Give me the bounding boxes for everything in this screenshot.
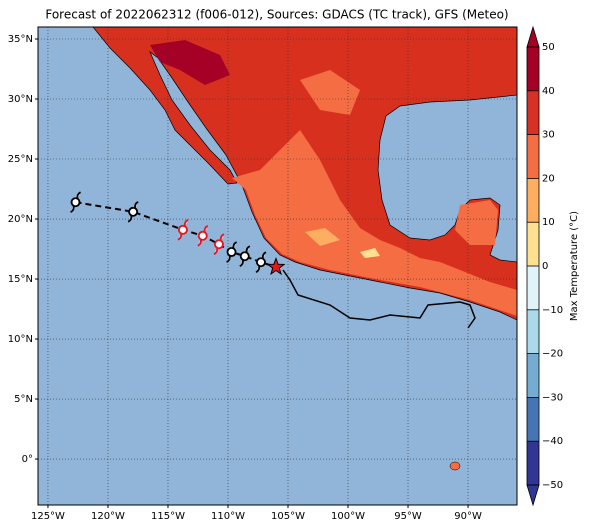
- lon-tick-label: 95°W: [394, 511, 422, 522]
- colorbar: −50 −40 −30 −20 −10 0 10 20 30 40 50: [526, 25, 563, 507]
- colorbar-segment: [527, 178, 539, 223]
- land-mild: [305, 228, 340, 246]
- island: [449, 461, 461, 471]
- colorbar-segment: [527, 134, 539, 179]
- lon-tick-label: 120°W: [91, 511, 125, 522]
- colorbar-tick-label: −30: [542, 392, 563, 403]
- land-hot: [150, 40, 230, 85]
- colorbar-tick-label: 30: [542, 130, 555, 141]
- lat-tick-label: 25°N: [8, 154, 33, 165]
- storm-symbol: [197, 225, 209, 247]
- lat-tick-label: 20°N: [8, 214, 33, 225]
- lon-tick-label: 100°W: [331, 511, 365, 522]
- storm-symbol: [213, 233, 225, 256]
- land-warm: [455, 200, 498, 245]
- land-warm: [232, 130, 517, 316]
- land-warm: [300, 70, 360, 115]
- colorbar-segment: [527, 309, 539, 354]
- graticule: [38, 27, 517, 505]
- current-position: [266, 257, 286, 276]
- lon-tick-label: 115°W: [151, 511, 185, 522]
- lon-tick-label: 125°W: [31, 511, 65, 522]
- colorbar-tick-label: 10: [542, 217, 555, 228]
- colorbar-segment: [527, 90, 539, 135]
- map-frame: [37, 26, 518, 506]
- coast-line: [282, 269, 476, 329]
- lat-tick-label: 5°N: [14, 394, 33, 405]
- storm-symbol: [226, 241, 238, 263]
- storm-track: [70, 191, 286, 276]
- lat-tick-label: 15°N: [8, 274, 33, 285]
- colorbar-label: Max Temperature (°C): [569, 211, 580, 321]
- lat-tick-label: 10°N: [8, 334, 33, 345]
- storm-symbol: [177, 219, 189, 241]
- colorbar-extend-bottom: [526, 484, 540, 507]
- colorbar-tick-label: −10: [542, 305, 563, 316]
- colorbar-tick-label: −20: [542, 349, 563, 360]
- colorbar-segment: [527, 441, 539, 485]
- colorbar-segment: [527, 353, 539, 398]
- colorbar-tick-label: −50: [542, 480, 563, 491]
- colorbar-extend-top: [526, 25, 540, 48]
- storm-symbol: [255, 251, 267, 274]
- colorbar-tick-label: 0: [542, 261, 548, 272]
- colorbar-segment: [527, 266, 539, 310]
- map-title: Forecast of 2022062312 (f006-012), Sourc…: [45, 8, 508, 22]
- storm-symbol: [70, 191, 82, 214]
- lon-tick-label: 105°W: [271, 511, 305, 522]
- colorbar-tick-label: 20: [542, 173, 555, 184]
- colorbar-segment: [527, 47, 539, 91]
- storm-symbol: [239, 245, 251, 268]
- land-mild: [360, 248, 380, 258]
- colorbar-tick-label: 50: [542, 42, 555, 53]
- colorbar-segment: [527, 222, 539, 266]
- colorbar-tick-label: −40: [542, 436, 563, 447]
- colorbar-tick-label: 40: [542, 86, 555, 97]
- storm-symbol: [127, 201, 139, 223]
- map: [38, 27, 517, 505]
- lat-tick-label: 35°N: [8, 34, 33, 45]
- colorbar-segment: [527, 397, 539, 442]
- lon-tick-label: 110°W: [211, 511, 245, 522]
- lat-tick-label: 0°: [22, 454, 33, 465]
- lon-tick-label: 90°W: [454, 511, 482, 522]
- lat-tick-label: 30°N: [8, 94, 33, 105]
